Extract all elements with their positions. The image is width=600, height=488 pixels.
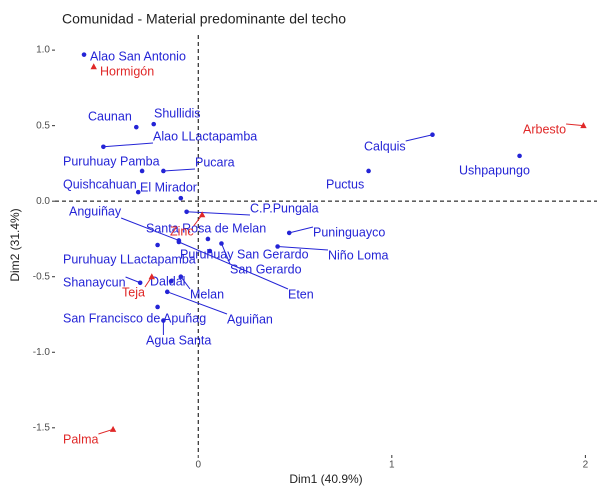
leader-line (405, 134, 433, 142)
y-tick-label: -0.5 (33, 271, 51, 282)
leader-line (221, 243, 231, 265)
point-label: Calquis (364, 139, 406, 153)
leader-line (180, 276, 191, 290)
point (176, 239, 182, 245)
x-tick-label: 1 (389, 460, 395, 471)
point-label: Alao San Antonio (90, 49, 186, 63)
point-label: Caunan (88, 109, 132, 123)
y-tick-label: 1.0 (36, 45, 50, 56)
leader-line (103, 142, 154, 148)
point (178, 195, 184, 201)
point (184, 209, 189, 215)
point-label: Arbesto (523, 122, 566, 136)
leader-line (98, 428, 114, 435)
point-label: Puctus (326, 177, 364, 191)
leader-line (120, 217, 180, 241)
leader-line (125, 276, 141, 284)
point (139, 168, 145, 174)
point-label: Melan (190, 287, 224, 301)
point (155, 304, 160, 310)
point (161, 168, 166, 174)
y-tick-label: -1.0 (33, 347, 51, 358)
point-label: Puruhuay San Gerardo (180, 247, 309, 261)
point-label: Eten (288, 287, 314, 301)
chart-title: Comunidad - Material predominante del te… (62, 11, 346, 27)
point-label: San Gerardo (230, 262, 302, 276)
point (517, 153, 522, 159)
point (219, 241, 224, 246)
point-label: Santa Rosa de Melan (146, 221, 266, 235)
point (134, 124, 139, 130)
point (109, 425, 117, 432)
point-label: El Mirador (140, 180, 197, 194)
leader-line (186, 211, 251, 216)
x-tick-label: 0 (195, 460, 201, 471)
point-label: Shanaycun (63, 275, 126, 289)
point-label: Aguiñan (227, 312, 273, 326)
point-label: Teja (122, 285, 145, 299)
point-label: Daldal (150, 274, 185, 288)
point (81, 52, 87, 57)
point (101, 144, 106, 150)
point (275, 244, 280, 249)
point-label: Pucara (195, 155, 235, 169)
leader-line (289, 226, 314, 234)
y-axis-title: Dim2 (31.4%) (8, 208, 22, 281)
point-label: Shullidis (154, 106, 201, 120)
point-label: C.P.Pungala (250, 201, 319, 215)
point-label: Niño Loma (328, 248, 388, 262)
point (161, 318, 166, 323)
point-label: Ushpapungo (459, 163, 530, 177)
y-tick-label: 0.0 (36, 196, 50, 207)
y-tick-label: 0.5 (36, 120, 50, 131)
point (90, 63, 97, 70)
point (366, 168, 371, 174)
point (135, 189, 141, 195)
point-label: Alao LLactapamba (153, 129, 257, 143)
point (168, 278, 174, 284)
leader-line (566, 123, 584, 127)
point (430, 132, 435, 138)
x-axis-title: Dim1 (40.9%) (289, 472, 362, 486)
point (137, 280, 143, 286)
point (148, 273, 155, 280)
point (205, 236, 211, 242)
point (198, 211, 206, 218)
leader-line (163, 168, 196, 172)
point-label: Anguiñay (69, 204, 122, 218)
point-label: Zinc (170, 224, 194, 238)
point-label: Palma (63, 432, 98, 446)
point-label: Quishcahuan (63, 177, 137, 191)
point (178, 274, 184, 280)
point-label: Puruhuay Pamba (63, 154, 160, 168)
point (164, 289, 170, 295)
leader-line (178, 241, 289, 290)
point (207, 248, 213, 254)
point-label: Puruhuay LLactapamba (63, 252, 196, 266)
point (155, 242, 160, 248)
point-label: San Francisco de Apuñag (63, 311, 206, 325)
point-label: Hormigón (100, 64, 154, 78)
point (151, 121, 157, 127)
point (286, 230, 292, 236)
point-label: Puninguayco (313, 225, 385, 239)
x-tick-label: 2 (583, 460, 589, 471)
y-tick-label: -1.5 (33, 422, 51, 433)
point (580, 122, 587, 129)
leader-line (277, 246, 329, 251)
leader-line (167, 291, 228, 315)
point-label: Agua Santa (146, 333, 211, 347)
